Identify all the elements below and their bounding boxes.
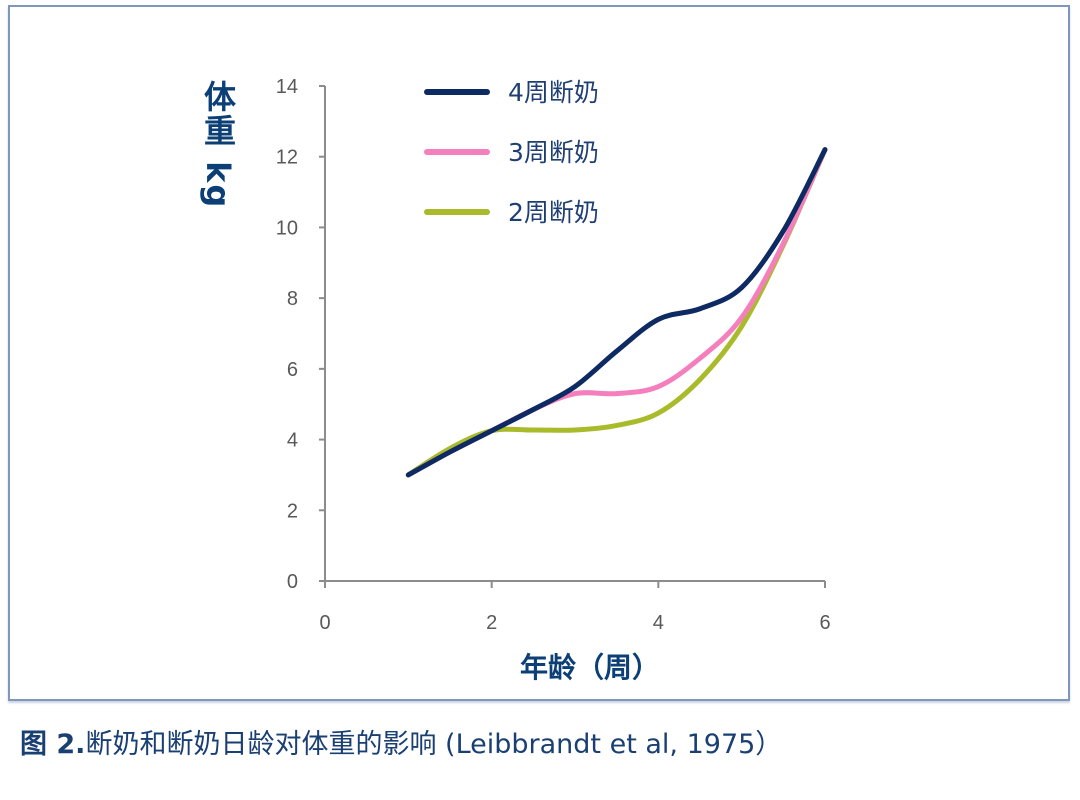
- y-tick-label: 12: [276, 147, 298, 169]
- caption-text: 断奶和断奶日龄对体重的影响 (Leibbrandt et al, 1975）: [85, 729, 783, 760]
- series-line: [405, 147, 828, 478]
- x-tick-label: 2: [486, 612, 497, 634]
- legend-label: 3周断奶: [508, 138, 599, 167]
- y-tick-label: 10: [276, 217, 298, 239]
- y-tick-label: 4: [287, 430, 298, 452]
- x-tick-label: 6: [819, 612, 830, 634]
- series-line: [405, 147, 828, 478]
- legend-label: 2周断奶: [508, 198, 599, 227]
- y-tick-label: 8: [287, 288, 298, 310]
- x-tick-label: 0: [319, 612, 330, 634]
- y-tick-label: 6: [287, 359, 298, 381]
- figure-caption: 图 2.断奶和断奶日龄对体重的影响 (Leibbrandt et al, 197…: [20, 722, 782, 761]
- figure-frame: [8, 5, 1070, 701]
- x-axis-title: 年龄（周）: [520, 651, 660, 684]
- y-tick-label: 14: [276, 76, 298, 98]
- y-tick-label: 0: [287, 571, 298, 593]
- legend-label: 4周断奶: [508, 78, 599, 107]
- y-tick-label: 2: [287, 500, 298, 522]
- y-axis-title: 体重 kg: [199, 80, 237, 210]
- caption-label: 图 2.: [20, 729, 86, 760]
- x-tick-label: 4: [653, 612, 664, 634]
